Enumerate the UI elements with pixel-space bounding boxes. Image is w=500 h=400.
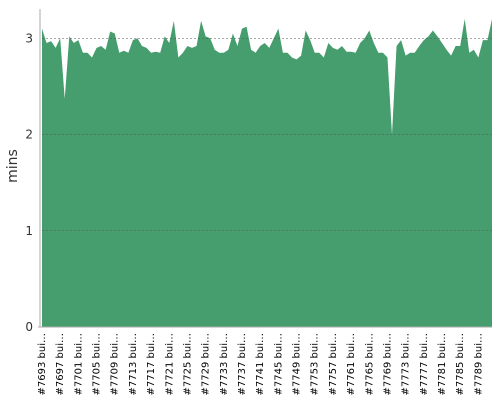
x-tick-label: #7761 bui… — [346, 333, 357, 395]
x-tick-label: #7769 bui… — [382, 333, 393, 395]
x-tick-label: #7717 bui… — [146, 333, 157, 395]
x-tick-label: #7721 bui… — [164, 333, 175, 395]
x-tick-label: #7765 bui… — [364, 333, 375, 395]
y-tick-label: 3 — [25, 31, 33, 45]
x-tick-label: #7745 bui… — [273, 333, 284, 395]
x-tick-label: #7753 bui… — [310, 333, 321, 395]
y-tick-label: 1 — [25, 224, 33, 238]
x-tick-label: #7741 bui… — [255, 333, 266, 395]
x-tick-label: #7733 bui… — [219, 333, 230, 395]
x-tick-label: #7729 bui… — [201, 333, 212, 395]
x-tick-label: #7757 bui… — [328, 333, 339, 395]
x-tick-label: #7725 bui… — [182, 333, 193, 395]
x-tick-label: #7773 bui… — [401, 333, 412, 395]
area — [42, 19, 492, 327]
x-tick-label: #7709 bui… — [110, 333, 121, 395]
x-tick-label: #7781 bui… — [437, 333, 448, 395]
x-tick-label: #7697 bui… — [55, 333, 66, 395]
y-tick-label: 0 — [25, 320, 33, 334]
x-tick-label: #7789 bui… — [473, 333, 484, 395]
x-tick-label: #7777 bui… — [419, 333, 430, 395]
x-tick-label: #7785 bui… — [455, 333, 466, 395]
x-tick-label: #7705 bui… — [92, 333, 103, 395]
x-tick-label: #7737 bui… — [237, 333, 248, 395]
y-tick-label: 2 — [25, 128, 33, 142]
x-tick-label: #7713 bui… — [128, 333, 139, 395]
x-tick-label: #7701 bui… — [73, 333, 84, 395]
x-tick-label: #7749 bui… — [292, 333, 303, 395]
x-tick-label: #7693 bui… — [37, 333, 48, 395]
y-axis-label: mins — [5, 149, 21, 183]
